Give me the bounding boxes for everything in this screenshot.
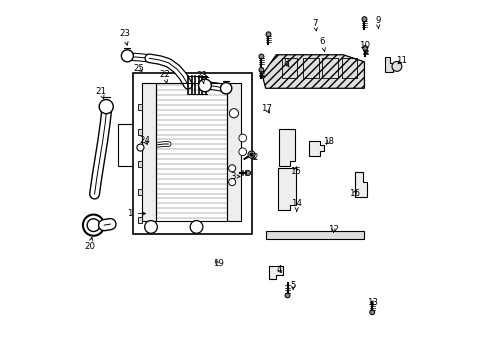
Text: 23: 23	[119, 29, 130, 45]
Bar	[156, 83, 226, 221]
Circle shape	[265, 32, 270, 37]
Text: 11: 11	[395, 56, 406, 65]
Text: 22: 22	[159, 70, 170, 83]
Bar	[302, 58, 318, 78]
Circle shape	[190, 221, 203, 233]
Polygon shape	[384, 57, 392, 72]
Text: 7: 7	[312, 18, 317, 31]
Text: 13: 13	[366, 298, 377, 307]
Text: 6: 6	[319, 37, 325, 52]
Text: 5: 5	[290, 281, 295, 290]
Bar	[138, 104, 142, 111]
Circle shape	[247, 151, 255, 158]
Circle shape	[249, 153, 253, 156]
Text: 15: 15	[289, 167, 300, 176]
Bar	[265, 231, 364, 239]
Text: 14: 14	[291, 199, 302, 211]
Polygon shape	[354, 172, 366, 197]
Text: 16: 16	[348, 189, 359, 198]
Bar	[138, 189, 142, 195]
Circle shape	[238, 148, 246, 156]
Circle shape	[87, 219, 100, 231]
Text: 18: 18	[322, 138, 333, 147]
Circle shape	[228, 165, 235, 172]
Circle shape	[198, 79, 211, 92]
Text: 20: 20	[84, 237, 95, 251]
Text: 2: 2	[252, 153, 257, 162]
Circle shape	[229, 109, 238, 118]
Text: 17: 17	[260, 104, 271, 113]
Circle shape	[259, 54, 264, 59]
Circle shape	[99, 100, 113, 114]
Bar	[341, 58, 357, 78]
Circle shape	[137, 144, 143, 151]
Bar	[138, 217, 142, 224]
Bar	[118, 123, 188, 166]
Text: 3: 3	[230, 172, 240, 181]
Polygon shape	[269, 266, 282, 279]
Circle shape	[362, 46, 367, 50]
Circle shape	[369, 310, 374, 315]
Polygon shape	[308, 141, 323, 156]
Text: 10: 10	[358, 41, 369, 54]
Text: 8: 8	[283, 58, 288, 67]
Text: 4: 4	[276, 265, 281, 274]
Bar	[281, 58, 297, 78]
Polygon shape	[262, 55, 364, 88]
Bar	[133, 73, 251, 234]
Circle shape	[228, 179, 235, 185]
Bar	[322, 58, 337, 78]
Circle shape	[391, 62, 401, 71]
Circle shape	[220, 83, 231, 94]
Text: 19: 19	[212, 260, 223, 269]
Bar	[226, 83, 241, 221]
Circle shape	[361, 17, 366, 22]
Circle shape	[259, 67, 264, 72]
Text: 24: 24	[139, 136, 150, 145]
Text: 21: 21	[95, 87, 106, 99]
Text: 1: 1	[127, 209, 145, 218]
Circle shape	[245, 171, 250, 175]
Bar	[138, 161, 142, 167]
Bar	[138, 129, 142, 135]
Circle shape	[285, 293, 289, 298]
Text: 9: 9	[374, 16, 380, 28]
Polygon shape	[279, 129, 294, 166]
Circle shape	[83, 215, 104, 236]
Bar	[142, 83, 156, 221]
Circle shape	[238, 134, 246, 142]
Text: 25: 25	[133, 64, 144, 73]
Circle shape	[144, 221, 157, 233]
Circle shape	[121, 50, 133, 62]
Text: 12: 12	[327, 225, 338, 234]
Polygon shape	[278, 168, 296, 210]
Text: 23: 23	[196, 71, 207, 84]
